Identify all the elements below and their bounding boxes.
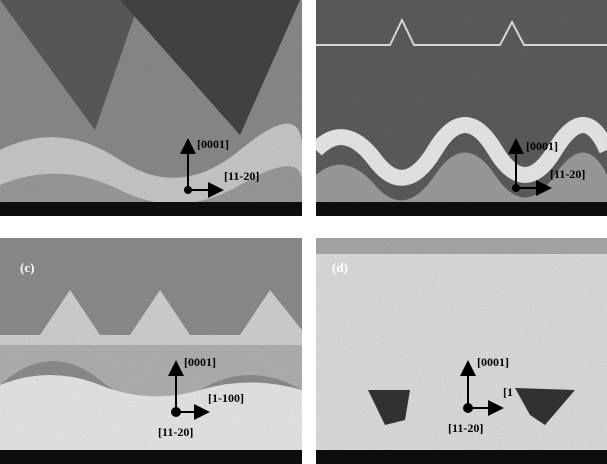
direction-label: [1 xyxy=(503,385,513,399)
direction-label: [0001] xyxy=(197,137,229,151)
panel-c xyxy=(0,238,302,464)
direction-label: [0001] xyxy=(184,355,216,369)
direction-label: [1-100] xyxy=(208,391,244,405)
direction-label: [11-20] xyxy=(224,169,259,183)
direction-label: [11-20] xyxy=(158,425,193,439)
panel-b xyxy=(316,0,607,216)
direction-label: [11-20] xyxy=(550,167,585,181)
figure: [0001] [11-20] [0001] [11-20] (c) [0001]… xyxy=(0,0,607,464)
panel-label: (c) xyxy=(20,260,34,275)
direction-label: [11-20] xyxy=(448,421,483,435)
panel-label: (d) xyxy=(332,260,348,275)
direction-label: [0001] xyxy=(477,355,509,369)
panel-a xyxy=(0,0,302,216)
direction-label: [0001] xyxy=(526,139,558,153)
